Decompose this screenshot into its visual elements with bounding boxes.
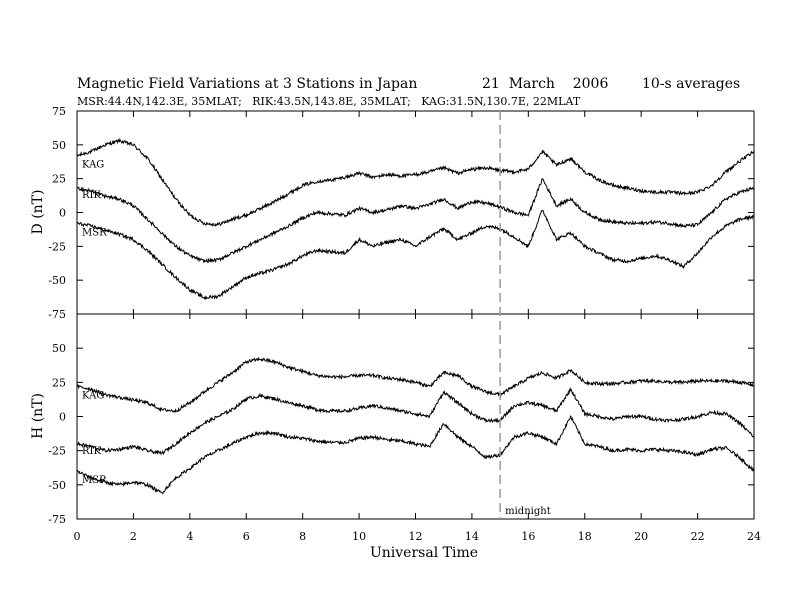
series-line-msr [76, 415, 755, 495]
chart-subtitle: MSR:44.4N,142.3E, 35MLAT; RIK:43.5N,143.… [77, 95, 581, 108]
panel-h-ylabel: H (nT) [30, 393, 46, 439]
x-tick-label: 18 [578, 530, 592, 543]
chart-date: 21 March 2006 [482, 76, 608, 92]
series-label: RIK [82, 190, 101, 201]
x-tick-label: 22 [691, 530, 705, 543]
x-tick-label: 16 [521, 530, 535, 543]
panel-d-ylabel: D (nT) [30, 190, 46, 235]
panel-d-series: KAG RIK MSR [76, 137, 755, 301]
x-tick-label: 14 [465, 530, 479, 543]
y-tick-label: 25 [52, 173, 66, 186]
x-axis-label: Universal Time [370, 545, 478, 561]
y-tick-label: 75 [52, 105, 66, 118]
y-tick-label: 25 [52, 376, 66, 389]
chart-title: Magnetic Field Variations at 3 Stations … [77, 76, 417, 92]
x-tick-label: 12 [409, 530, 423, 543]
x-tick-label: 8 [299, 530, 306, 543]
series-label: RIK [82, 446, 101, 457]
y-tick-label: -75 [48, 308, 66, 321]
series-line-rik [76, 178, 755, 264]
panel-h-frame [76, 313, 755, 520]
series-line-kag [76, 356, 755, 414]
y-tick-label: -25 [48, 240, 66, 253]
series-line-msr [76, 209, 755, 301]
panel-d-frame [76, 110, 755, 315]
midnight-label: midnight [505, 506, 551, 517]
panel-d-yticks: 75 50 25 0 -25 -50 -75 [48, 105, 754, 321]
panel-h: H (nT) 50 25 0 -25 -50 -75 KAG RIK MSR [30, 313, 755, 526]
x-tick-label: 20 [634, 530, 648, 543]
chart-averaging: 10-s averages [642, 76, 740, 92]
y-tick-label: -50 [48, 274, 66, 287]
series-line-rik [76, 386, 755, 456]
series-label: MSR [82, 475, 107, 486]
x-tick-label: 10 [352, 530, 366, 543]
x-tick-label: 6 [243, 530, 250, 543]
panel-h-series: KAG RIK MSR [76, 356, 755, 495]
series-label: KAG [82, 160, 104, 171]
y-tick-label: -50 [48, 479, 66, 492]
y-tick-label: 50 [52, 342, 66, 355]
y-tick-label: 50 [52, 139, 66, 152]
x-tick-label: 24 [747, 530, 761, 543]
panel-d: D (nT) 75 50 25 0 -25 -50 -75 KAG RIK MSR [30, 105, 755, 321]
series-label: KAG [82, 390, 104, 401]
y-tick-label: 0 [59, 207, 66, 220]
x-tick-label: 4 [186, 530, 193, 543]
x-tick-label: 2 [130, 530, 137, 543]
y-tick-label: 0 [59, 411, 66, 424]
x-tick-label: 0 [74, 530, 81, 543]
y-tick-label: -75 [48, 513, 66, 526]
x-axis-ticks: 0 2 4 6 8 10 12 14 16 18 20 22 24 [74, 111, 761, 543]
series-label: MSR [82, 227, 107, 238]
series-line-kag [76, 137, 755, 227]
panel-h-yticks: 50 25 0 -25 -50 -75 [48, 342, 754, 526]
y-tick-label: -25 [48, 445, 66, 458]
